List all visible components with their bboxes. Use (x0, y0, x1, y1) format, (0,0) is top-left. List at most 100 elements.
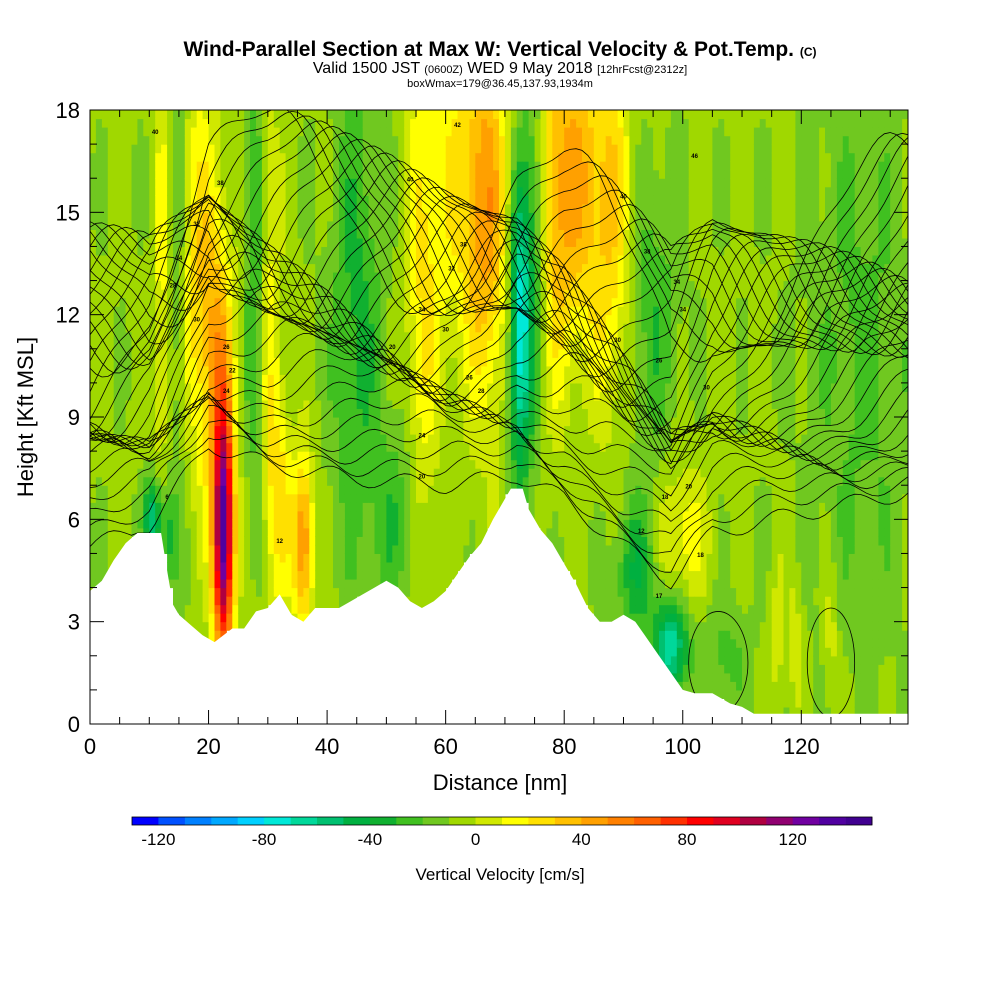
velocity-cell (261, 485, 269, 495)
velocity-cell (558, 135, 565, 145)
velocity-cell (469, 195, 476, 205)
velocity-cell (190, 544, 198, 554)
velocity-cell (356, 289, 364, 299)
velocity-cell (285, 323, 293, 333)
velocity-cell (356, 391, 364, 401)
velocity-cell (617, 519, 625, 529)
velocity-cell (309, 357, 316, 367)
velocity-cell (226, 604, 233, 614)
velocity-cell (190, 357, 198, 367)
velocity-cell (427, 374, 435, 384)
velocity-cell (297, 493, 304, 503)
velocity-cell (510, 425, 518, 435)
velocity-cell (220, 323, 227, 333)
chart-title-tag: (C) (799, 45, 817, 59)
velocity-cell (404, 306, 411, 316)
velocity-cell (576, 144, 583, 154)
velocity-cell (463, 272, 470, 282)
velocity-cell (404, 255, 411, 265)
velocity-cell (238, 306, 245, 316)
velocity-cell (564, 493, 571, 503)
velocity-cell (576, 399, 583, 409)
velocity-cell (404, 340, 411, 350)
velocity-cell (220, 340, 227, 350)
velocity-cell (528, 127, 536, 137)
velocity-cell (540, 280, 547, 290)
velocity-cell (291, 348, 298, 358)
velocity-cell (190, 587, 198, 597)
velocity-cell (107, 263, 115, 273)
velocity-cell (445, 178, 453, 188)
velocity-cell (95, 468, 103, 478)
velocity-cell (410, 220, 417, 230)
velocity-cell (599, 544, 607, 554)
velocity-cell (161, 110, 168, 120)
velocity-cell (457, 562, 464, 572)
velocity-cell (368, 365, 376, 375)
velocity-cell (564, 178, 571, 188)
velocity-cell (410, 493, 417, 503)
velocity-cell (528, 485, 536, 495)
velocity-cell (374, 579, 381, 589)
velocity-cell (380, 118, 387, 128)
velocity-cell (131, 382, 138, 392)
velocity-cell (522, 280, 530, 290)
velocity-cell (463, 553, 470, 563)
velocity-cell (309, 169, 316, 179)
velocity-cell (558, 272, 565, 282)
velocity-cell (256, 272, 263, 282)
velocity-cell (309, 399, 316, 409)
velocity-cell (611, 110, 619, 120)
velocity-cell (250, 417, 257, 427)
velocity-cell (261, 135, 269, 145)
velocity-cell (261, 417, 269, 427)
velocity-cell (273, 229, 281, 239)
velocity-cell (457, 306, 464, 316)
velocity-cell (327, 272, 334, 282)
velocity-cell (356, 229, 364, 239)
velocity-cell (593, 613, 601, 623)
velocity-cell (95, 527, 103, 537)
velocity-cell (315, 348, 322, 358)
velocity-cell (101, 425, 109, 435)
velocity-cell (244, 178, 251, 188)
velocity-cell (421, 348, 429, 358)
velocity-cell (256, 306, 263, 316)
velocity-cell (457, 220, 464, 230)
velocity-cell (510, 272, 518, 282)
velocity-cell (267, 493, 275, 503)
velocity-cell (113, 365, 121, 375)
velocity-cell (173, 289, 180, 299)
velocity-cell (303, 476, 310, 486)
velocity-cell (256, 510, 263, 520)
velocity-cell (196, 425, 204, 435)
velocity-cell (214, 408, 221, 418)
velocity-cell (190, 579, 198, 589)
velocity-cell (522, 161, 530, 171)
velocity-cell (564, 391, 571, 401)
velocity-cell (279, 476, 287, 486)
velocity-cell (445, 297, 453, 307)
velocity-cell (564, 340, 571, 350)
velocity-cell (398, 169, 405, 179)
velocity-cell (273, 178, 281, 188)
velocity-cell (587, 280, 595, 290)
velocity-cell (386, 399, 393, 409)
velocity-cell (504, 451, 512, 461)
velocity-cell (487, 425, 494, 435)
velocity-cell (605, 519, 613, 529)
velocity-cell (285, 544, 293, 554)
velocity-cell (522, 272, 530, 282)
velocity-cell (576, 229, 583, 239)
velocity-cell (327, 365, 334, 375)
velocity-cell (564, 519, 571, 529)
velocity-cell (149, 169, 156, 179)
velocity-cell (232, 365, 239, 375)
velocity-cell (599, 434, 607, 444)
velocity-cell (558, 263, 565, 273)
velocity-cell (220, 579, 227, 589)
velocity-cell (273, 553, 281, 563)
velocity-cell (178, 263, 186, 273)
velocity-cell (113, 212, 121, 222)
velocity-cell (279, 229, 287, 239)
